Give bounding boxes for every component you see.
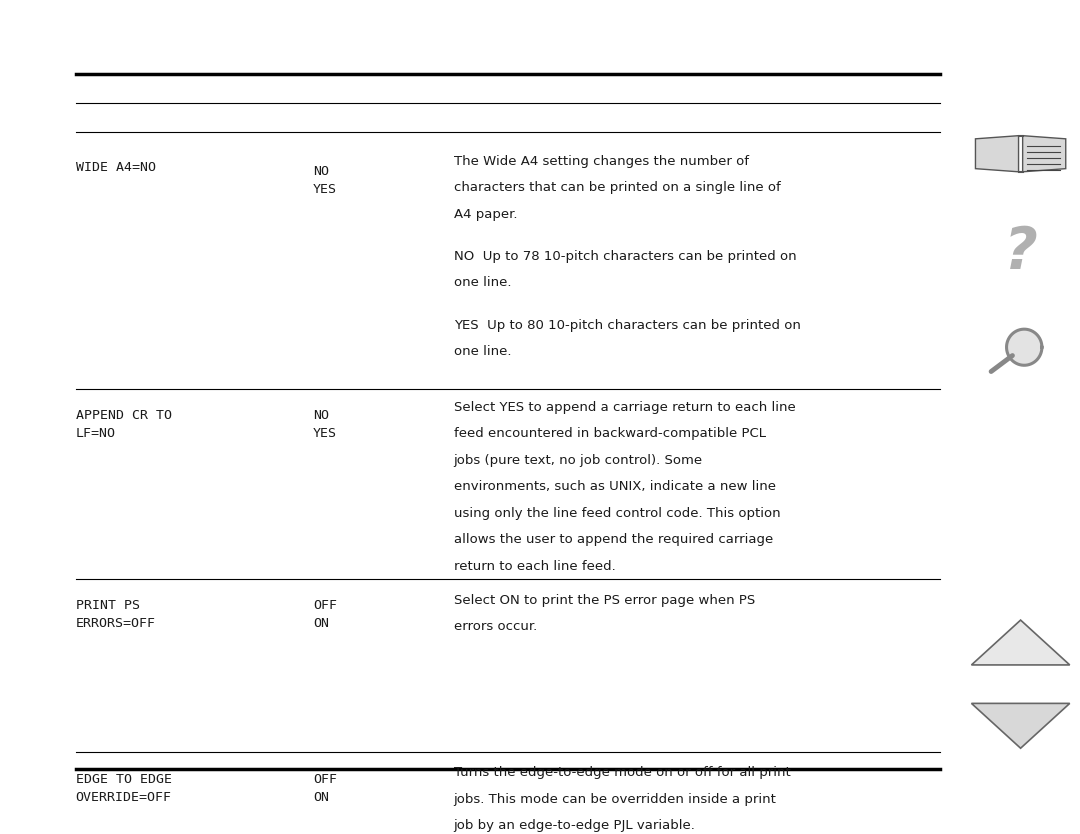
Text: characters that can be printed on a single line of: characters that can be printed on a sing…: [454, 181, 781, 194]
Text: WIDE A4=NO: WIDE A4=NO: [76, 161, 156, 174]
Polygon shape: [972, 620, 1069, 665]
Text: one line.: one line.: [454, 345, 511, 358]
Text: A4 paper.: A4 paper.: [454, 208, 517, 220]
Text: return to each line feed.: return to each line feed.: [454, 560, 616, 573]
Text: ?: ?: [1003, 224, 1038, 281]
Polygon shape: [1007, 329, 1042, 365]
Text: one line.: one line.: [454, 276, 511, 289]
Text: jobs. This mode can be overridden inside a print: jobs. This mode can be overridden inside…: [454, 793, 777, 806]
Text: feed encountered in backward-compatible PCL: feed encountered in backward-compatible …: [454, 428, 766, 440]
Polygon shape: [1023, 136, 1066, 172]
Text: errors occur.: errors occur.: [454, 620, 537, 633]
Text: using only the line feed control code. This option: using only the line feed control code. T…: [454, 507, 780, 520]
Text: allows the user to append the required carriage: allows the user to append the required c…: [454, 533, 773, 546]
Text: NO
YES: NO YES: [313, 165, 337, 196]
Polygon shape: [972, 703, 1069, 748]
Text: EDGE TO EDGE
OVERRIDE=OFF: EDGE TO EDGE OVERRIDE=OFF: [76, 773, 172, 804]
Text: YES  Up to 80 10-pitch characters can be printed on: YES Up to 80 10-pitch characters can be …: [454, 319, 800, 332]
Text: OFF
ON: OFF ON: [313, 600, 337, 631]
Text: NO  Up to 78 10-pitch characters can be printed on: NO Up to 78 10-pitch characters can be p…: [454, 250, 796, 263]
Text: Select ON to print the PS error page when PS: Select ON to print the PS error page whe…: [454, 594, 755, 606]
Text: NO
YES: NO YES: [313, 409, 337, 440]
Polygon shape: [975, 136, 1018, 172]
Text: APPEND CR TO
LF=NO: APPEND CR TO LF=NO: [76, 409, 172, 440]
Text: environments, such as UNIX, indicate a new line: environments, such as UNIX, indicate a n…: [454, 480, 775, 494]
Text: PRINT PS
ERRORS=OFF: PRINT PS ERRORS=OFF: [76, 600, 156, 631]
Text: OFF
ON: OFF ON: [313, 773, 337, 804]
Text: jobs (pure text, no job control). Some: jobs (pure text, no job control). Some: [454, 454, 703, 467]
Text: job by an edge-to-edge PJL variable.: job by an edge-to-edge PJL variable.: [454, 819, 696, 832]
Text: Select YES to append a carriage return to each line: Select YES to append a carriage return t…: [454, 401, 795, 414]
Text: The Wide A4 setting changes the number of: The Wide A4 setting changes the number o…: [454, 154, 748, 168]
Text: Turns the edge-to-edge mode on or off for all print: Turns the edge-to-edge mode on or off fo…: [454, 766, 791, 780]
